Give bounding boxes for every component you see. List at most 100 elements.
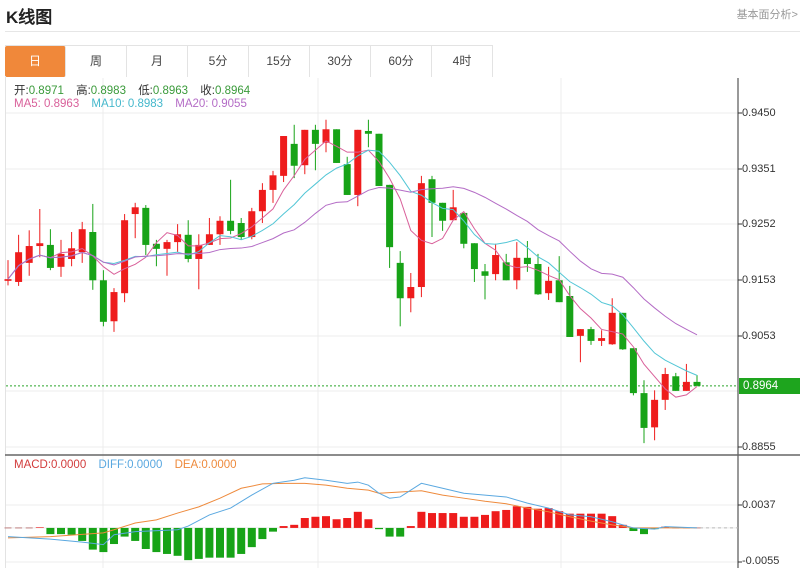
candle-up bbox=[78, 229, 86, 253]
macd-tick: 0.0037 bbox=[742, 499, 776, 511]
candle-up bbox=[407, 287, 415, 299]
macd-bar-positive bbox=[406, 526, 415, 528]
candle-down bbox=[343, 164, 351, 195]
candle-up bbox=[301, 129, 309, 166]
candle-up bbox=[661, 374, 669, 400]
macd-bar-negative bbox=[216, 527, 224, 558]
macd-bar-positive bbox=[470, 516, 479, 528]
macd-bar-negative bbox=[247, 527, 256, 548]
ma5-line bbox=[7, 140, 698, 398]
macd-bar-negative bbox=[375, 527, 383, 530]
candle-up bbox=[598, 338, 606, 341]
candle-up bbox=[269, 175, 277, 190]
ohlc-legend: 开:0.8971 高:0.8983 低:0.8963 收:0.8964 bbox=[14, 82, 259, 98]
candle-down bbox=[587, 329, 595, 341]
candle-down bbox=[481, 271, 489, 276]
macd-bar-negative bbox=[99, 527, 108, 553]
macd-tick: -0.0055 bbox=[742, 555, 780, 567]
candle-down bbox=[46, 244, 54, 268]
ma10-value: MA10: 0.8983 bbox=[91, 98, 164, 110]
macd-bar-negative bbox=[269, 527, 277, 532]
macd-value: MACD:0.0000 bbox=[14, 459, 87, 471]
macd-bar-positive bbox=[502, 509, 511, 528]
candle-up bbox=[651, 399, 659, 428]
macd-bar-negative bbox=[650, 527, 659, 530]
macd-bar-positive bbox=[428, 513, 436, 528]
tab-day[interactable]: 日 bbox=[5, 46, 66, 77]
macd-bar-negative bbox=[120, 527, 129, 537]
macd-bar-negative bbox=[184, 527, 193, 561]
candle-down bbox=[227, 220, 235, 231]
candle-up bbox=[513, 257, 521, 281]
candle-down bbox=[619, 312, 627, 350]
macd-bar-positive bbox=[449, 513, 458, 528]
tab-month[interactable]: 月 bbox=[127, 46, 188, 77]
macd-bar-positive bbox=[290, 524, 299, 528]
tab-4hour[interactable]: 4时 bbox=[432, 46, 493, 77]
ma-legend: MA5: 0.8963 MA10: 0.8983 MA20: 0.9055 bbox=[14, 98, 256, 110]
price-tick: 0.9450 bbox=[742, 107, 776, 119]
candle-up bbox=[57, 253, 65, 267]
macd-bar-positive bbox=[565, 513, 574, 528]
candle-down bbox=[290, 143, 298, 166]
price-tick: 0.9153 bbox=[742, 274, 776, 286]
candle-up bbox=[36, 243, 44, 247]
candle-down bbox=[460, 212, 468, 244]
low-value: 0.8963 bbox=[152, 85, 189, 97]
tab-30min[interactable]: 30分 bbox=[310, 46, 371, 77]
candle-down bbox=[439, 202, 447, 221]
macd-bar-negative bbox=[110, 527, 118, 545]
macd-bar-positive bbox=[481, 514, 489, 528]
low-label: 低: bbox=[138, 85, 153, 97]
candle-down bbox=[566, 295, 574, 337]
candle-down bbox=[311, 129, 319, 144]
candle-up bbox=[205, 234, 213, 245]
header-divider bbox=[5, 31, 800, 32]
price-tick: 0.9252 bbox=[742, 218, 776, 230]
candle-up bbox=[131, 207, 139, 215]
candle-down bbox=[184, 234, 192, 259]
tab-60min[interactable]: 60分 bbox=[371, 46, 432, 77]
macd-bar-positive bbox=[364, 519, 373, 528]
macd-bar-negative bbox=[141, 527, 150, 549]
ma10-line bbox=[7, 149, 698, 376]
macd-bar-negative bbox=[385, 527, 394, 537]
high-label: 高: bbox=[76, 85, 91, 97]
tab-week[interactable]: 周 bbox=[66, 46, 127, 77]
fundamental-analysis-link[interactable]: 基本面分析> bbox=[736, 9, 798, 21]
candle-up bbox=[576, 329, 584, 336]
macd-bar-positive bbox=[311, 516, 320, 528]
macd-bar-positive bbox=[459, 516, 468, 528]
price-tick: 0.9351 bbox=[742, 163, 776, 175]
candle-up bbox=[322, 129, 330, 143]
candle-down bbox=[99, 280, 107, 322]
macd-bar-negative bbox=[629, 527, 638, 532]
tab-5min[interactable]: 5分 bbox=[188, 46, 249, 77]
candle-up bbox=[545, 280, 553, 294]
candle-up bbox=[354, 129, 362, 195]
close-value: 0.8964 bbox=[214, 85, 251, 97]
macd-bar-negative bbox=[46, 527, 55, 535]
macd-bar-positive bbox=[438, 513, 447, 528]
candle-up bbox=[492, 255, 500, 275]
candle-down bbox=[693, 381, 701, 386]
candle-up bbox=[248, 211, 256, 238]
macd-bar-positive bbox=[576, 513, 585, 528]
price-tick: 0.8855 bbox=[742, 441, 776, 453]
candle-down bbox=[502, 262, 510, 281]
high-value: 0.8983 bbox=[90, 85, 126, 97]
macd-bar-negative bbox=[205, 527, 214, 558]
macd-bar-positive bbox=[332, 519, 341, 528]
candle-down bbox=[555, 280, 563, 303]
macd-bar-negative bbox=[226, 527, 235, 558]
macd-bar-positive bbox=[300, 518, 309, 528]
macd-bar-negative bbox=[640, 527, 648, 535]
candle-down bbox=[629, 348, 637, 394]
macd-bar-positive bbox=[417, 511, 426, 528]
candle-down bbox=[364, 130, 372, 134]
candle-up bbox=[216, 220, 224, 235]
tab-15min[interactable]: 15分 bbox=[249, 46, 310, 77]
candle-up bbox=[682, 381, 690, 391]
period-tabs: 日 周 月 5分 15分 30分 60分 4时 bbox=[5, 45, 493, 77]
